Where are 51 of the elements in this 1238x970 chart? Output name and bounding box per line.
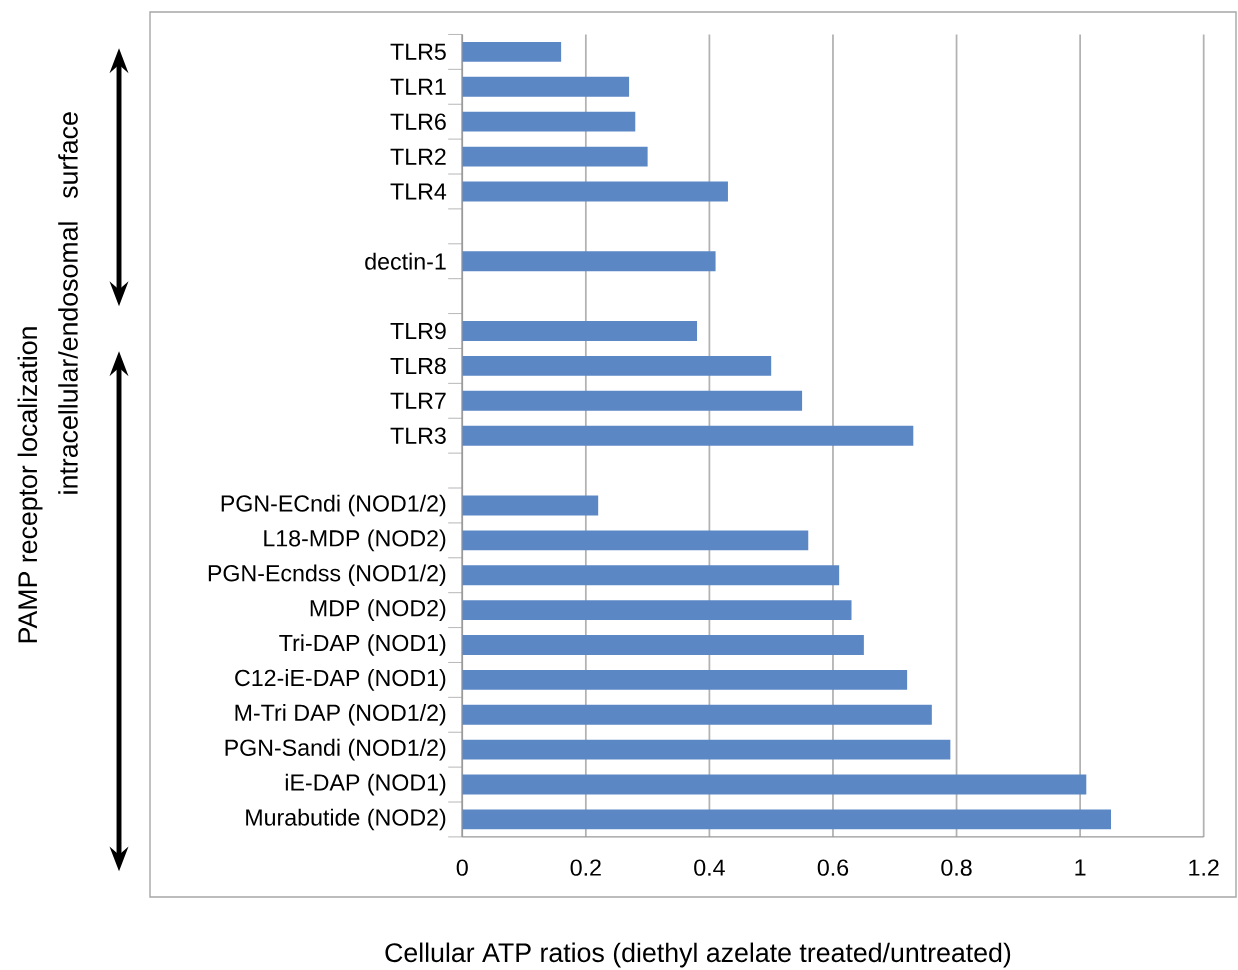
y-tick-label: TLR9 [390, 322, 446, 340]
bar [462, 111, 636, 132]
bar [462, 495, 599, 516]
x-tick-label: 0.8 [941, 859, 972, 876]
bar [462, 669, 908, 690]
x-tick-label: 0.4 [694, 859, 725, 876]
bar [462, 146, 648, 167]
y-tick-label: PGN-Ecndss (NOD1/2) [208, 564, 446, 587]
bar [462, 425, 914, 446]
bar [462, 530, 809, 551]
bar [462, 355, 772, 376]
x-axis-title: Cellular ATP ratios (diethyl azelate treated/untreated) [385, 942, 1011, 968]
bar [462, 600, 852, 621]
y-tick-label: M-Tri DAP (NOD1/2) [235, 704, 446, 726]
y-tick-label: Murabutide (NOD2) [246, 808, 446, 831]
y-tick-label: TLR1 [390, 78, 446, 95]
y-tick-label: TLR2 [390, 148, 446, 165]
y-tick-label: iE-DAP (NOD1) [285, 773, 446, 796]
x-tick-label: 0.6 [817, 859, 849, 876]
y-tick-label: dectin-1 [365, 252, 446, 270]
y-tick-label: PGN-ECndi (NOD1/2) [221, 494, 446, 517]
bar [462, 181, 728, 202]
bar [462, 809, 1111, 830]
bar [462, 41, 562, 62]
x-tick-label: 0.2 [570, 859, 601, 876]
y-tick-label: TLR3 [390, 427, 446, 444]
y-tick-label: MDP (NOD2) [310, 599, 446, 621]
bar [462, 774, 1087, 795]
text: surface [58, 112, 78, 199]
y-tick-label: C12-iE-DAP (NOD1) [235, 669, 446, 691]
bar [462, 76, 630, 97]
y-tick-label: TLR4 [390, 183, 447, 200]
y-tick-label: TLR7 [390, 392, 446, 409]
bar [462, 739, 951, 760]
bar [462, 321, 698, 341]
x-tick-label: 0 [456, 859, 468, 876]
bar [462, 251, 716, 272]
bar [462, 635, 864, 655]
bar [462, 704, 932, 725]
y-tick-label: TLR8 [390, 357, 446, 375]
x-tick-label: 1.2 [1189, 859, 1219, 876]
text: PAMP receptor localization [17, 327, 43, 643]
text: intracellular/endosomal [58, 222, 78, 494]
x-tick-label: 1 [1075, 859, 1086, 876]
y-tick-label: TLR5 [390, 43, 446, 61]
bar [462, 565, 840, 586]
y-tick-label: Tri-DAP (NOD1) [279, 634, 446, 656]
y-tick-label: PGN-Sandi (NOD1/2) [225, 738, 446, 761]
y-tick-label: L18-MDP (NOD2) [264, 529, 446, 552]
y-tick-label: TLR6 [390, 113, 446, 130]
bar [462, 390, 803, 411]
